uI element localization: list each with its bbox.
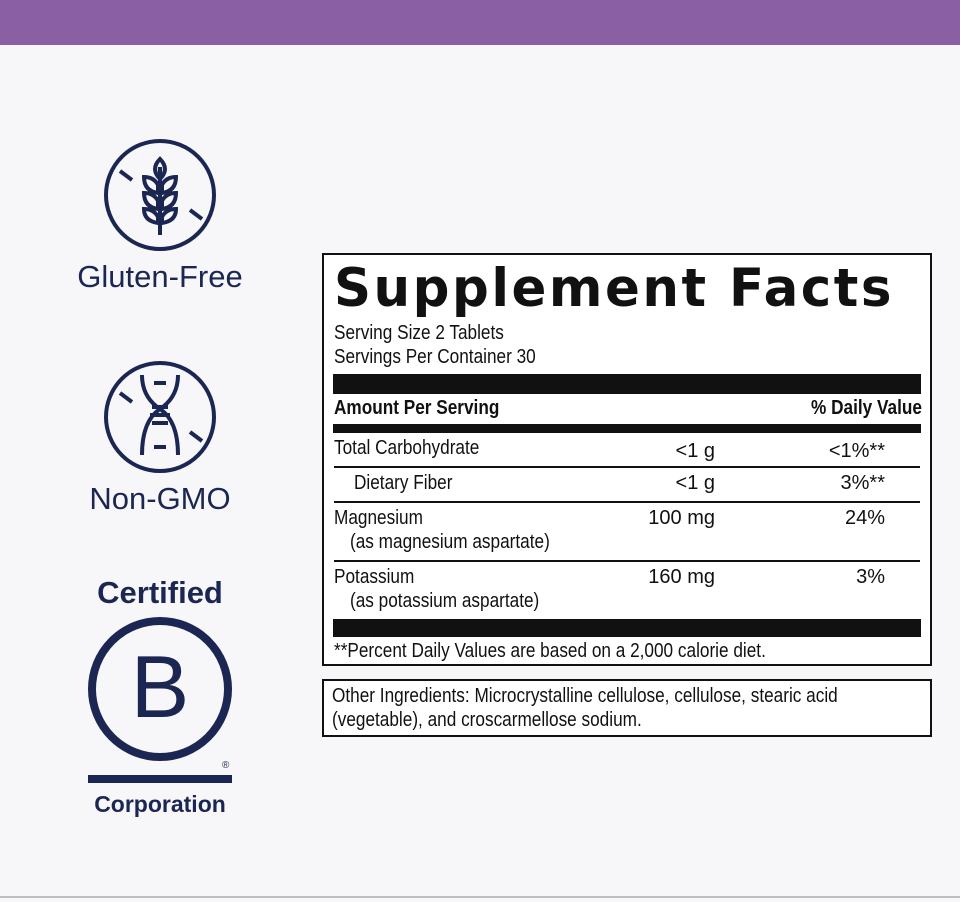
b-corp-bar — [88, 775, 232, 783]
thick-divider — [333, 374, 921, 394]
nutrient-name: Dietary Fiber — [354, 472, 453, 494]
nutrient-row: Dietary Fiber <1 g 3%** — [334, 466, 920, 501]
nutrient-dv: <1%** — [828, 440, 885, 462]
nutrient-amount: 160 mg — [648, 566, 715, 588]
thick-divider — [333, 619, 921, 637]
b-corp-corporation: Corporation — [94, 791, 226, 817]
nutrient-dv: 3%** — [840, 472, 885, 494]
no-wheat-icon — [104, 139, 216, 251]
b-corp-certified: Certified — [97, 575, 223, 610]
nutrient-row: Total Carbohydrate <1 g <1%** — [334, 433, 920, 466]
supplement-facts-panel: Supplement Facts Serving Size 2 Tablets … — [322, 253, 932, 666]
other-ingredients-box: Other Ingredients: Microcrystalline cell… — [322, 679, 932, 737]
nutrient-amount: <1 g — [675, 440, 715, 462]
nutrient-row: Magnesium (as magnesium aspartate) 100 m… — [334, 501, 920, 560]
nutrient-source: (as magnesium aspartate) — [350, 531, 550, 553]
b-corp-logo: Certified B ® Corporation — [60, 575, 260, 818]
nutrient-dv: 3% — [856, 566, 885, 588]
header-amount: Amount Per Serving — [334, 397, 500, 419]
nutrient-amount: <1 g — [675, 472, 715, 494]
no-dna-icon — [104, 361, 216, 473]
nutrient-amount: 100 mg — [648, 507, 715, 529]
nutrient-source: (as potassium aspartate) — [350, 590, 540, 612]
non-gmo-label: Non-GMO — [89, 481, 231, 516]
b-corp-letter: B — [88, 617, 232, 761]
non-gmo-badge: Non-GMO — [60, 359, 260, 517]
other-ingredients: Other Ingredients: Microcrystalline cell… — [332, 685, 838, 731]
nutrient-name: Total Carbohydrate — [334, 437, 480, 459]
nutrient-dv: 24% — [844, 507, 885, 529]
divider — [333, 424, 921, 433]
top-banner — [0, 0, 960, 45]
footnote: **Percent Daily Values are based on a 2,… — [334, 640, 766, 662]
header-daily-value: % Daily Value — [811, 397, 922, 419]
nutrient-row: Potassium (as potassium aspartate) 160 m… — [334, 560, 920, 619]
nutrient-name: Potassium — [334, 566, 415, 588]
serving-size: Serving Size 2 Tablets — [334, 322, 504, 344]
servings-per-container: Servings Per Container 30 — [334, 346, 536, 368]
facts-title: Supplement Facts — [334, 258, 895, 319]
gluten-free-badge: Gluten-Free — [60, 137, 260, 295]
gluten-free-label: Gluten-Free — [77, 259, 243, 294]
registered-mark: ® — [222, 760, 230, 771]
nutrient-name: Magnesium — [334, 507, 423, 529]
bottom-border — [0, 896, 960, 898]
